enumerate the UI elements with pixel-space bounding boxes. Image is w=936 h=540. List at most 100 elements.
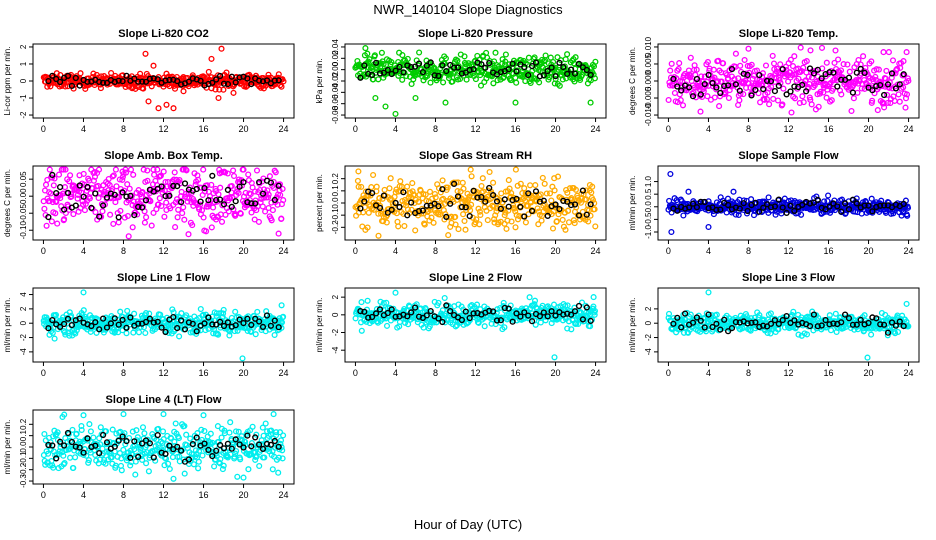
mean-point bbox=[271, 196, 278, 204]
data-point bbox=[117, 308, 124, 315]
mean-point bbox=[142, 78, 150, 85]
data-point bbox=[121, 214, 128, 221]
mean-point bbox=[521, 309, 528, 316]
data-point bbox=[700, 88, 707, 95]
outlier-point bbox=[163, 101, 170, 108]
data-point bbox=[803, 58, 810, 65]
data-point bbox=[549, 225, 557, 232]
y-tick-label: 2 bbox=[19, 306, 28, 311]
mean-point bbox=[217, 318, 224, 326]
outlier-point bbox=[697, 108, 704, 115]
data-point bbox=[737, 62, 744, 69]
mean-point bbox=[869, 208, 876, 215]
data-point bbox=[570, 217, 577, 224]
data-point bbox=[109, 173, 116, 180]
data-point bbox=[278, 324, 285, 331]
data-point bbox=[473, 216, 480, 223]
outlier-point bbox=[880, 49, 887, 56]
data-point bbox=[143, 460, 150, 467]
x-tick-label: 0 bbox=[666, 246, 671, 256]
mean-point bbox=[482, 198, 489, 205]
data-point bbox=[564, 302, 571, 309]
mean-point bbox=[53, 190, 60, 197]
data-point bbox=[761, 96, 768, 103]
data-point bbox=[180, 204, 187, 211]
data-point bbox=[265, 191, 272, 198]
data-point bbox=[275, 71, 282, 78]
data-point bbox=[268, 217, 275, 224]
mean-point bbox=[392, 199, 399, 207]
data-point bbox=[383, 219, 390, 226]
data-point bbox=[502, 58, 509, 65]
outlier-point bbox=[230, 89, 237, 96]
mean-point bbox=[185, 78, 193, 85]
mean-point bbox=[756, 208, 763, 215]
data-point bbox=[572, 186, 579, 193]
data-point bbox=[691, 84, 698, 91]
mean-point bbox=[536, 313, 544, 320]
data-point bbox=[232, 308, 239, 315]
mean-point bbox=[68, 82, 76, 90]
mean-point bbox=[806, 200, 814, 207]
data-point bbox=[591, 311, 598, 318]
data-point bbox=[94, 182, 102, 189]
data-point bbox=[119, 176, 126, 183]
data-point bbox=[539, 174, 546, 181]
mean-point bbox=[392, 313, 399, 320]
x-tick-label: 20 bbox=[864, 368, 874, 378]
data-point bbox=[432, 194, 439, 201]
data-point bbox=[796, 99, 803, 107]
mean-point bbox=[127, 192, 134, 200]
mean-point bbox=[209, 321, 216, 328]
mean-point bbox=[146, 75, 154, 82]
data-point bbox=[710, 66, 717, 73]
mean-point bbox=[513, 310, 520, 317]
data-point bbox=[808, 101, 815, 108]
mean-point bbox=[830, 69, 837, 76]
mean-point bbox=[443, 302, 450, 309]
data-point bbox=[380, 299, 387, 307]
mean-point bbox=[775, 196, 782, 203]
data-point bbox=[383, 299, 390, 306]
data-point bbox=[86, 195, 93, 202]
mean-point bbox=[99, 79, 107, 86]
mean-point bbox=[228, 203, 235, 210]
mean-point bbox=[154, 318, 161, 325]
x-tick-label: 20 bbox=[239, 124, 249, 134]
mean-point bbox=[236, 316, 243, 323]
data-point bbox=[66, 332, 73, 339]
chart-title: Slope Li-820 CO2 bbox=[118, 28, 208, 40]
mean-point bbox=[544, 212, 551, 220]
mean-point bbox=[271, 77, 278, 84]
data-point bbox=[551, 187, 558, 194]
data-point bbox=[554, 173, 562, 180]
data-point bbox=[144, 167, 151, 174]
mean-point bbox=[111, 315, 118, 322]
data-point bbox=[535, 221, 542, 228]
mean-point bbox=[705, 71, 712, 79]
mean-point bbox=[701, 80, 708, 88]
data-point bbox=[271, 331, 278, 339]
data-point bbox=[195, 176, 202, 183]
mean-point bbox=[779, 204, 786, 211]
data-point bbox=[259, 203, 266, 210]
mean-point bbox=[228, 73, 235, 80]
mean-point bbox=[861, 69, 868, 77]
data-point bbox=[770, 60, 778, 67]
mean-point bbox=[466, 66, 473, 74]
mean-point bbox=[361, 308, 368, 315]
data-point bbox=[72, 330, 79, 337]
data-point bbox=[245, 171, 252, 178]
x-tick-label: 0 bbox=[41, 246, 46, 256]
mean-point bbox=[392, 67, 399, 74]
data-point bbox=[220, 306, 227, 313]
data-point bbox=[80, 170, 87, 177]
mean-point bbox=[357, 74, 364, 81]
x-tick-label: 8 bbox=[746, 246, 751, 256]
mean-point bbox=[693, 204, 701, 211]
mean-point bbox=[521, 63, 528, 71]
data-point bbox=[860, 53, 867, 60]
mean-point bbox=[767, 204, 775, 211]
data-point bbox=[127, 166, 135, 173]
